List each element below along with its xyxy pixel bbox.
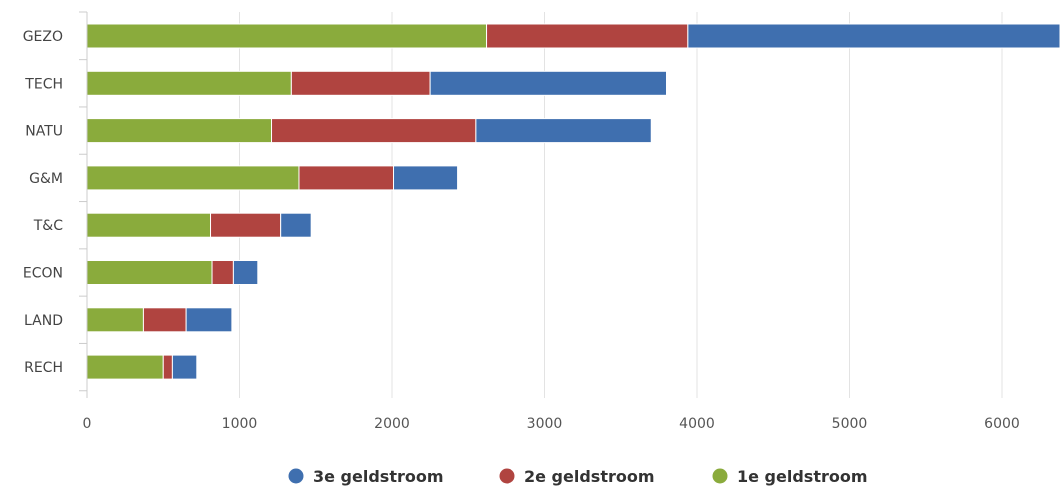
legend-marker (288, 468, 304, 484)
x-tick-labels: 0 1000 2000 3000 4000 5000 6000 (83, 416, 1020, 432)
legend-marker (712, 468, 728, 484)
bar-segment[interactable] (86, 23, 488, 49)
legend-item[interactable]: 3e geldstroom (288, 467, 444, 486)
x-tick-label: 1000 (222, 416, 258, 432)
category-label: RECH (24, 360, 63, 376)
category-label: G&M (29, 171, 63, 187)
bar-segment[interactable] (86, 260, 213, 285)
bars (86, 23, 1060, 380)
bar-segment[interactable] (86, 307, 144, 333)
x-tick-label: 0 (83, 416, 92, 432)
legend-marker (499, 468, 515, 484)
bar-segment[interactable] (393, 165, 459, 191)
legend-item[interactable]: 2e geldstroom (499, 467, 655, 486)
bar-segment[interactable] (232, 260, 259, 285)
bar-segment[interactable] (86, 118, 273, 144)
legend-label: 2e geldstroom (524, 467, 655, 486)
legend-item[interactable]: 1e geldstroom (712, 467, 868, 486)
bar-segment[interactable] (429, 70, 667, 96)
bar-segment[interactable] (271, 118, 477, 144)
grid-lines (239, 12, 1003, 398)
bar-segment[interactable] (171, 354, 198, 380)
bar-segment[interactable] (211, 260, 234, 285)
category-labels: GEZO TECH NATU G&M T&C ECON LAND RECH (23, 11, 87, 392)
bar-segment[interactable] (86, 212, 212, 238)
x-tick-label: 5000 (832, 416, 868, 432)
legend-label: 1e geldstroom (737, 467, 868, 486)
bar-segment[interactable] (298, 165, 395, 191)
bar-segment[interactable] (687, 23, 1060, 49)
x-tick-label: 3000 (527, 416, 563, 432)
legend-label: 3e geldstroom (313, 467, 444, 486)
legend[interactable]: 3e geldstroom 2e geldstroom 1e geldstroom (288, 467, 868, 486)
category-label: GEZO (23, 29, 63, 45)
bar-segment[interactable] (210, 212, 282, 238)
category-label: TECH (24, 76, 63, 92)
x-tick-label: 4000 (679, 416, 715, 432)
bar-segment[interactable] (475, 118, 652, 144)
bar-segment[interactable] (86, 354, 164, 380)
bar-segment[interactable] (86, 165, 300, 191)
bar-segment[interactable] (142, 307, 187, 333)
x-tick-label: 6000 (984, 416, 1020, 432)
x-tick-label: 2000 (374, 416, 410, 432)
bar-segment[interactable] (280, 212, 312, 238)
category-label: NATU (25, 124, 63, 140)
category-label: T&C (33, 218, 63, 234)
bar-segment[interactable] (86, 70, 292, 96)
category-label: ECON (23, 266, 63, 282)
bar-segment[interactable] (162, 354, 173, 380)
bar-segment[interactable] (486, 23, 689, 49)
bar-segment[interactable] (185, 307, 233, 333)
bar-segment[interactable] (290, 70, 431, 96)
category-label: LAND (24, 313, 63, 329)
